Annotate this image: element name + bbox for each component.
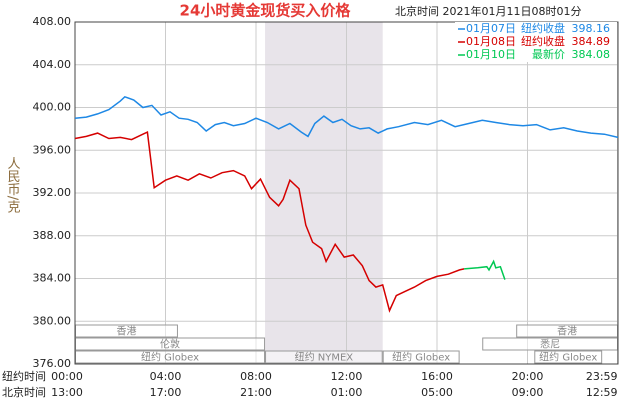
session-label: 纽约 Globex — [141, 351, 199, 364]
x-tick-label: 04:00 — [150, 370, 182, 383]
price-line — [464, 259, 506, 280]
y-tick-label: 396.00 — [33, 143, 72, 156]
session-bar — [265, 350, 383, 364]
x2-tick-label: 01:00 — [331, 386, 363, 399]
legend-label: 纽约收盘 — [521, 21, 565, 35]
session-label: 悉尼 — [540, 339, 560, 351]
price-line — [74, 95, 619, 139]
y-tick-label: 404.00 — [33, 58, 72, 71]
y-tick-label: 392.00 — [33, 186, 72, 199]
x2-tick-label: 21:00 — [240, 386, 272, 399]
session-label: 纽约 Globex — [392, 351, 450, 364]
legend-name: 01月07日 — [466, 22, 516, 35]
y-tick-label: 408.00 — [33, 15, 72, 28]
session-label: 纽约 NYMEX — [295, 351, 354, 364]
y-tick-label: 384.00 — [33, 272, 72, 285]
legend-value: 398.16 — [572, 22, 611, 35]
y-tick-label: 376.00 — [33, 357, 72, 370]
y-tick-label: 380.00 — [33, 314, 72, 327]
session-bar — [382, 350, 460, 364]
x-tick-label: 23:59 — [586, 370, 618, 383]
y-axis-label: 人民币/克 — [5, 157, 21, 215]
price-line — [74, 130, 465, 313]
legend-label: 纽约收盘 — [521, 34, 565, 48]
x-tick-label: 16:00 — [421, 370, 453, 383]
chart-subtitle: 北京时间 2021年01月11日08时01分 — [395, 4, 581, 18]
y-tick-label: 388.00 — [33, 229, 72, 242]
plot-frame — [74, 21, 619, 365]
session-bar — [534, 350, 603, 364]
x-tick-label: 12:00 — [331, 370, 363, 383]
x2-tick-label: 09:00 — [512, 386, 544, 399]
x2-tick-label: 17:00 — [150, 386, 182, 399]
legend-value: 384.89 — [572, 35, 611, 48]
legend-value: 384.08 — [572, 48, 611, 61]
legend-box — [455, 22, 617, 62]
x-tick-label: 08:00 — [240, 370, 272, 383]
legend-name: 01月10日 — [466, 48, 516, 61]
session-label: 香港 — [116, 326, 136, 338]
x2-tick-label: 12:59 — [586, 386, 618, 399]
y-tick-label: 400.00 — [33, 101, 72, 114]
x-tick-label: 00:00 — [51, 370, 83, 383]
x2-tick-label: 13:00 — [51, 386, 83, 399]
session-label: 纽约 Globex — [539, 351, 597, 364]
x2-tick-label: 05:00 — [421, 386, 453, 399]
x-row-label: 北京时间 — [2, 385, 46, 399]
legend-name: 01月08日 — [466, 35, 516, 48]
x-row-label: 纽约时间 — [2, 369, 46, 383]
x-tick-label: 20:00 — [512, 370, 544, 383]
session-label: 伦敦 — [160, 338, 180, 351]
session-label: 香港 — [557, 326, 577, 338]
legend-label: 最新价 — [532, 47, 565, 61]
chart-title: 24小时黄金现货买入价格 — [180, 2, 352, 20]
